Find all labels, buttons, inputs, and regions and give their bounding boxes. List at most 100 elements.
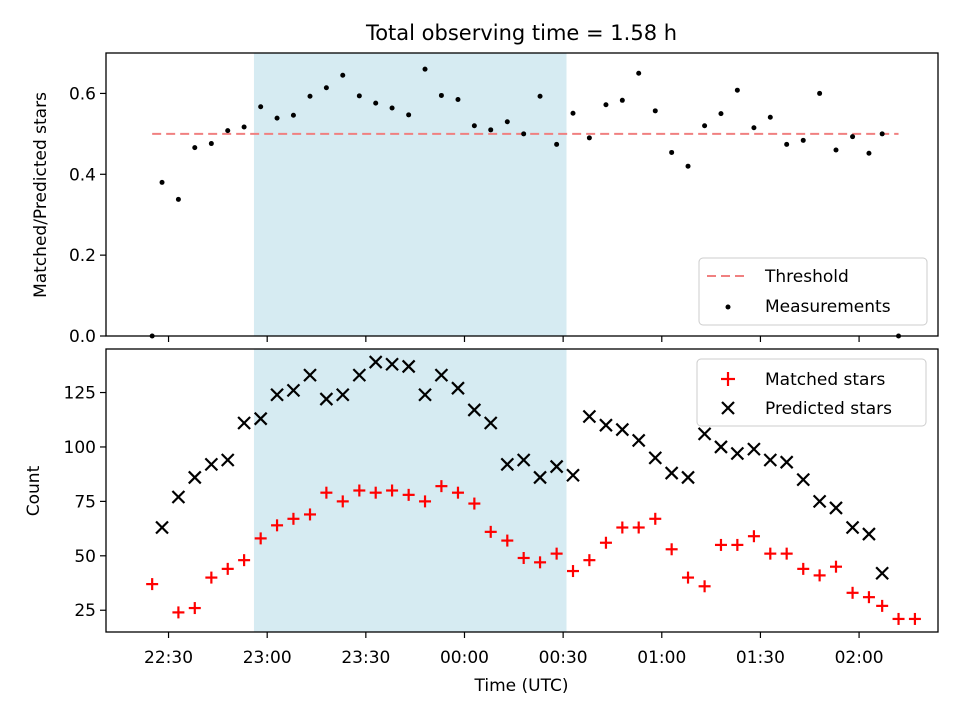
- predicted-star-point: [664, 466, 679, 480]
- predicted-star-point: [697, 427, 712, 441]
- matched-star-point: [698, 580, 711, 593]
- top-legend-box: [698, 257, 928, 326]
- matched-star-point: [813, 569, 826, 582]
- predicted-star-point: [631, 433, 646, 448]
- matched-star-point: [567, 565, 580, 578]
- measurement-point: [879, 131, 885, 137]
- measurement-point: [422, 66, 428, 72]
- measurement-point: [192, 145, 198, 151]
- matched-star-point: [846, 586, 859, 599]
- measurement-point: [290, 112, 296, 118]
- measurement-point: [406, 112, 412, 118]
- predicted-star-point: [648, 451, 663, 465]
- measurement-point: [488, 127, 494, 133]
- predicted-star-point: [319, 392, 334, 406]
- measurement-point: [718, 111, 724, 117]
- top-y-axis-label: Matched/Predicted stars: [31, 92, 51, 298]
- predicted-star-point: [862, 527, 876, 541]
- measurement-point: [702, 123, 708, 129]
- matched-star-point: [682, 571, 695, 584]
- legend-threshold-label: Threshold: [764, 267, 849, 287]
- matched-star-point: [731, 538, 744, 551]
- measurement-point: [570, 110, 576, 116]
- matched-star-point: [254, 532, 267, 545]
- matched-star-point: [419, 495, 432, 508]
- predicted-star-point: [368, 355, 383, 369]
- matched-star-point: [336, 495, 349, 508]
- measurement-point: [652, 108, 658, 114]
- matched-star-point: [386, 484, 399, 497]
- bottom-y-tick-label: 50: [74, 547, 96, 567]
- predicted-star-point: [451, 381, 465, 395]
- measurement-point: [225, 128, 231, 134]
- predicted-star-point: [812, 494, 827, 509]
- measurement-point: [817, 90, 823, 96]
- chart-title: Total observing time = 1.58 h: [365, 21, 677, 45]
- legend-predicted-swatch: [721, 401, 735, 415]
- top-y-tick-label: 0.6: [69, 84, 96, 104]
- matched-star-point: [780, 547, 793, 560]
- matched-star-point: [632, 521, 645, 534]
- predicted-star-point: [253, 411, 268, 426]
- measurement-point: [323, 85, 329, 91]
- bottom-highlight-band: [253, 349, 567, 632]
- x-tick-label: 01:00: [637, 648, 686, 668]
- x-tick-label: 00:30: [539, 648, 588, 668]
- matched-star-point: [797, 562, 810, 575]
- matched-star-point: [287, 512, 300, 525]
- measurement-point: [389, 105, 395, 111]
- matched-star-point: [451, 486, 464, 499]
- matched-star-point: [221, 562, 234, 575]
- matched-star-point: [714, 538, 727, 551]
- bottom-y-tick-label: 75: [74, 492, 96, 512]
- matched-star-point: [862, 591, 875, 604]
- measurement-point: [274, 115, 280, 121]
- predicted-star-point: [714, 440, 728, 454]
- bottom-legend-box: [696, 358, 927, 427]
- matched-star-point: [892, 612, 905, 625]
- measurement-point: [373, 100, 379, 106]
- predicted-star-point: [188, 470, 202, 485]
- predicted-star-point: [171, 490, 186, 504]
- legend-measurements-label: Measurements: [765, 297, 891, 317]
- x-axis-label: Time (UTC): [474, 676, 569, 696]
- predicted-star-point: [681, 470, 695, 485]
- predicted-star-point: [467, 403, 482, 417]
- measurement-point: [438, 92, 444, 98]
- bottom-legend: Matched stars Predicted stars: [696, 358, 927, 427]
- x-tick-label: 02:00: [835, 648, 884, 668]
- predicted-star-point: [483, 416, 498, 430]
- top-highlight-band: [253, 53, 567, 336]
- measurement-point: [455, 96, 461, 102]
- measurement-point: [159, 179, 165, 185]
- predicted-star-point: [155, 520, 169, 535]
- matched-star-point: [435, 480, 448, 493]
- predicted-star-point: [747, 442, 761, 456]
- measurement-point: [619, 97, 625, 103]
- predicted-star-point: [599, 418, 613, 432]
- x-tick-label: 01:30: [736, 648, 785, 668]
- measurement-point: [767, 114, 773, 120]
- bottom-panel: 25 50 75 100 125 22:30 23:00 23:30 00:00 00:30 01…: [24, 348, 939, 696]
- measurement-point: [866, 150, 872, 156]
- measurement-point: [504, 119, 510, 125]
- measurement-point: [850, 134, 856, 140]
- x-tick-label: 23:00: [243, 648, 292, 668]
- matched-star-point: [876, 599, 889, 612]
- legend-predicted-label: Predicted stars: [765, 399, 892, 419]
- predicted-star-point: [335, 387, 350, 402]
- predicted-star-point: [875, 566, 889, 581]
- measurement-point: [586, 135, 592, 141]
- predicted-star-point: [204, 457, 219, 472]
- matched-star-point: [238, 554, 251, 567]
- x-tick-label: 22:30: [144, 648, 193, 668]
- predicted-star-point: [220, 453, 235, 467]
- matched-star-point: [369, 486, 382, 499]
- matched-star-point: [172, 606, 185, 619]
- predicted-star-point: [434, 368, 449, 382]
- predicted-star-point: [796, 472, 811, 487]
- bottom-y-tick-label: 100: [64, 438, 96, 458]
- top-y-tick-label: 0.0: [69, 327, 96, 347]
- measurement-point: [258, 104, 264, 110]
